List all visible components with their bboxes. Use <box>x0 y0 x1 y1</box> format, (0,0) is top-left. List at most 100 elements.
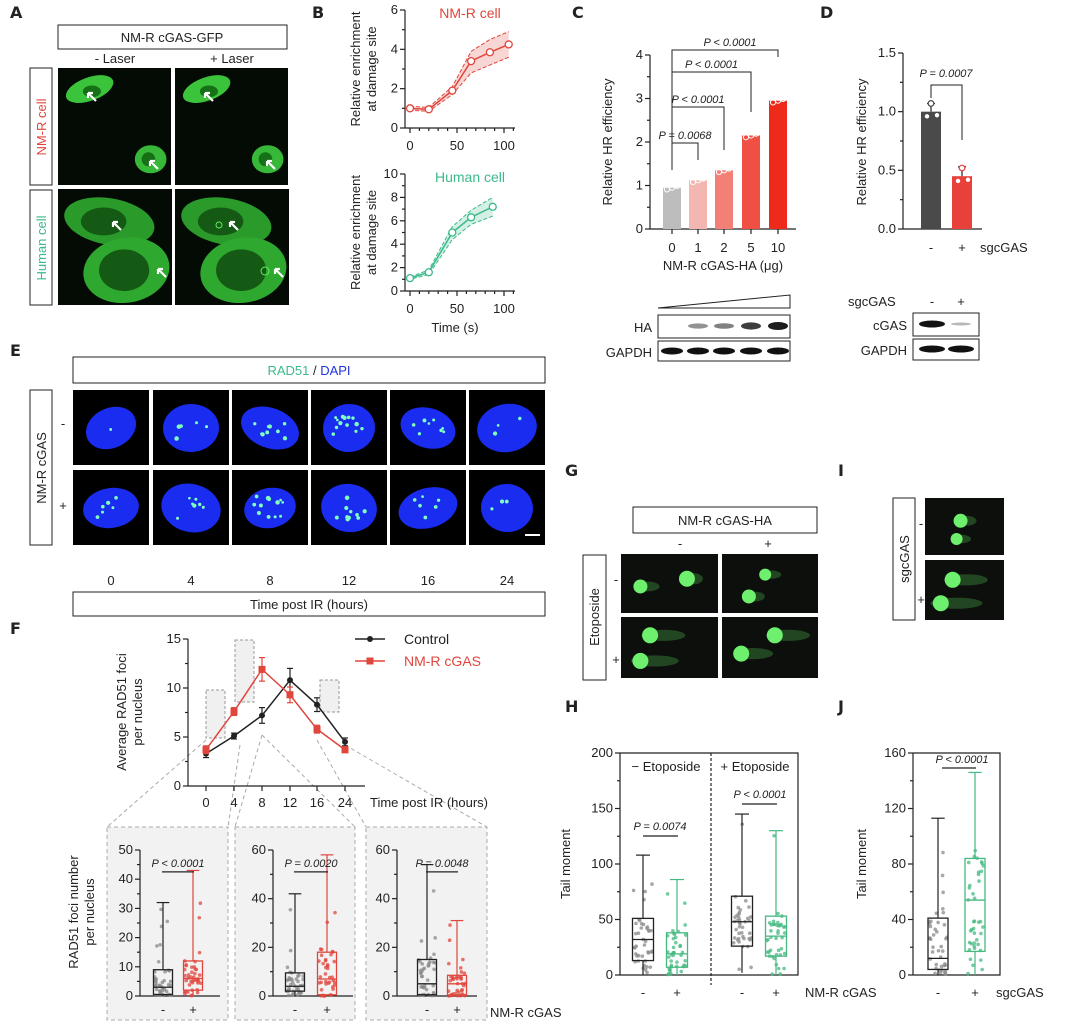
zoom-connector <box>106 739 207 828</box>
legend-label: NM-R cGAS <box>404 653 481 669</box>
bar <box>715 170 733 229</box>
data-point <box>197 915 202 920</box>
data-point <box>424 105 433 114</box>
nucleus <box>477 403 537 453</box>
comet-head <box>953 513 968 528</box>
y-tick-label: 0 <box>391 120 398 135</box>
data-point <box>931 933 936 937</box>
rad51-focus <box>106 500 111 505</box>
data-point <box>674 940 678 945</box>
data-point <box>683 923 688 927</box>
y-axis-label: RAD51 foci number <box>66 855 81 969</box>
rad51-focus <box>411 423 416 427</box>
comet-head <box>766 627 783 644</box>
arrow-icon <box>228 220 239 231</box>
x-tick-label: 0 <box>406 301 413 316</box>
plot-title: Human cell <box>435 169 505 185</box>
replicate-point <box>779 95 787 103</box>
bar <box>689 180 707 229</box>
data-point <box>978 919 983 924</box>
data-point <box>313 725 321 733</box>
rad51-focus <box>195 421 198 425</box>
comet-image <box>925 498 1004 555</box>
data-point <box>971 963 975 968</box>
legend-marker <box>366 657 374 665</box>
x-axis-label: sgcGAS <box>980 240 1028 255</box>
section-label: + Etoposide <box>720 759 789 774</box>
nucleus-image <box>469 390 545 465</box>
data-point <box>485 48 495 57</box>
x-tick-label: 8 <box>258 795 265 810</box>
y-axis-label: at damage site <box>364 190 379 275</box>
rad51-focus <box>273 515 277 519</box>
blot-row-label: GAPDH <box>861 343 907 358</box>
x-axis-label: NM-R cGAS <box>490 1005 562 1020</box>
data-point <box>448 228 457 237</box>
y-axis-label: per nucleus <box>82 878 97 946</box>
nucleus-image <box>390 390 466 465</box>
data-point <box>769 929 773 933</box>
y-tick-label: 0 <box>606 967 613 982</box>
nucleus-image <box>311 390 387 465</box>
arrow-icon <box>86 91 97 102</box>
rad51-focus <box>266 515 271 519</box>
y-axis-label: Relative enrichment <box>348 11 363 126</box>
data-point <box>969 941 974 946</box>
data-point <box>288 982 293 987</box>
data-point <box>159 924 164 929</box>
x-tick-label: + <box>958 240 966 255</box>
box <box>927 917 949 971</box>
data-point <box>424 268 433 277</box>
data-point <box>941 890 945 895</box>
rad51-focus <box>338 421 343 426</box>
blot-band <box>767 347 789 355</box>
time-label: 8 <box>266 573 273 588</box>
x-tick-label: - <box>936 985 940 1000</box>
row-label-minus: - <box>919 516 923 531</box>
data-point <box>783 924 787 929</box>
cell-blob <box>80 207 127 236</box>
data-point <box>968 957 973 962</box>
y-tick-label: 60 <box>252 842 266 857</box>
nucleus-image <box>469 470 545 545</box>
panel-label-f: F <box>10 619 21 638</box>
x-tick-label: 0 <box>668 240 675 255</box>
data-point <box>165 919 170 924</box>
rad51-focus <box>260 432 265 437</box>
comet-head <box>932 595 949 612</box>
comet-image <box>722 617 818 678</box>
data-point <box>646 951 651 955</box>
data-point <box>202 746 210 754</box>
rad51-focus <box>354 429 358 433</box>
data-point <box>634 921 638 926</box>
data-point <box>285 965 290 970</box>
data-point <box>772 956 777 961</box>
arrow-icon <box>111 220 122 231</box>
rad51-focus <box>356 516 361 520</box>
data-point <box>736 905 741 910</box>
y-tick-label: 100 <box>591 856 613 871</box>
y-axis-label: Relative enrichment <box>348 175 363 290</box>
rad51-focus <box>252 502 257 507</box>
rad51-focus <box>95 515 100 519</box>
rad51-focus <box>432 418 436 422</box>
nucleus-image <box>73 470 149 545</box>
rad51-focus <box>109 428 113 431</box>
data-point <box>769 923 774 927</box>
header-label: NM-R cGAS-GFP <box>121 30 224 45</box>
gradient-wedge <box>657 294 791 309</box>
x-tick-label: 24 <box>338 795 352 810</box>
data-point <box>981 863 986 868</box>
replicate-point <box>954 177 962 185</box>
blot-col-label: + <box>957 294 965 309</box>
x-tick-label: 0 <box>202 795 209 810</box>
data-point <box>258 665 266 673</box>
microscopy-image-nmr <box>175 68 288 185</box>
comet-head <box>678 570 695 587</box>
data-point <box>424 987 429 992</box>
panel-label-a: A <box>10 3 23 22</box>
y-tick-label: 0.0 <box>878 221 896 236</box>
data-point <box>683 958 687 963</box>
data-point <box>154 980 158 985</box>
y-tick-label: 0 <box>636 221 643 236</box>
